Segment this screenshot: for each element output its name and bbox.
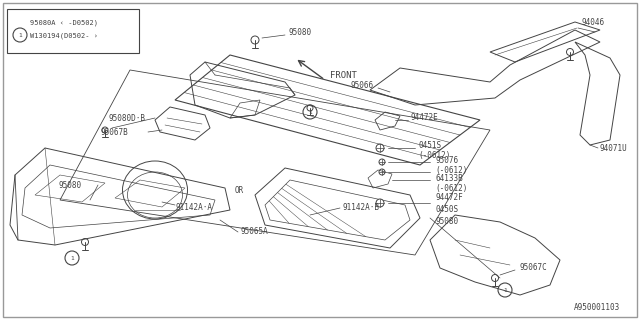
Text: 91142A·A: 91142A·A	[175, 204, 212, 212]
Text: (-0612): (-0612)	[435, 165, 467, 174]
Text: 94071U: 94071U	[600, 143, 628, 153]
Text: 1: 1	[503, 287, 507, 292]
Text: 91142A·B: 91142A·B	[342, 204, 379, 212]
Text: 95080D·B: 95080D·B	[108, 114, 145, 123]
Text: 95065A: 95065A	[240, 228, 268, 236]
Text: 95076: 95076	[435, 156, 458, 164]
Text: 95080: 95080	[58, 180, 81, 189]
Text: (-0612): (-0612)	[435, 183, 467, 193]
Text: A950001103: A950001103	[573, 303, 620, 313]
Circle shape	[379, 159, 385, 165]
Text: 95067C: 95067C	[520, 263, 548, 273]
Text: FRONT: FRONT	[330, 70, 357, 79]
Text: 1: 1	[70, 255, 74, 260]
Text: 95080: 95080	[435, 218, 458, 227]
Text: 95080: 95080	[288, 28, 311, 36]
Text: 95067B: 95067B	[100, 127, 128, 137]
Text: W130194(D0502- ›: W130194(D0502- ›	[30, 33, 98, 39]
Text: 95080A ‹ -D0502): 95080A ‹ -D0502)	[30, 20, 98, 26]
Text: (-0612): (-0612)	[418, 150, 451, 159]
Text: 1: 1	[308, 109, 312, 115]
Text: 0450S: 0450S	[435, 205, 458, 214]
Circle shape	[376, 199, 384, 207]
Text: 64133B: 64133B	[435, 173, 463, 182]
Text: 94472E: 94472E	[410, 113, 438, 122]
Text: 1: 1	[18, 33, 22, 37]
Text: OR: OR	[235, 186, 244, 195]
Text: 0451S: 0451S	[418, 140, 441, 149]
Text: 94046: 94046	[582, 18, 605, 27]
Text: 94472F: 94472F	[435, 194, 463, 203]
Circle shape	[379, 169, 385, 175]
Text: 95066: 95066	[350, 81, 373, 90]
Circle shape	[376, 144, 384, 152]
